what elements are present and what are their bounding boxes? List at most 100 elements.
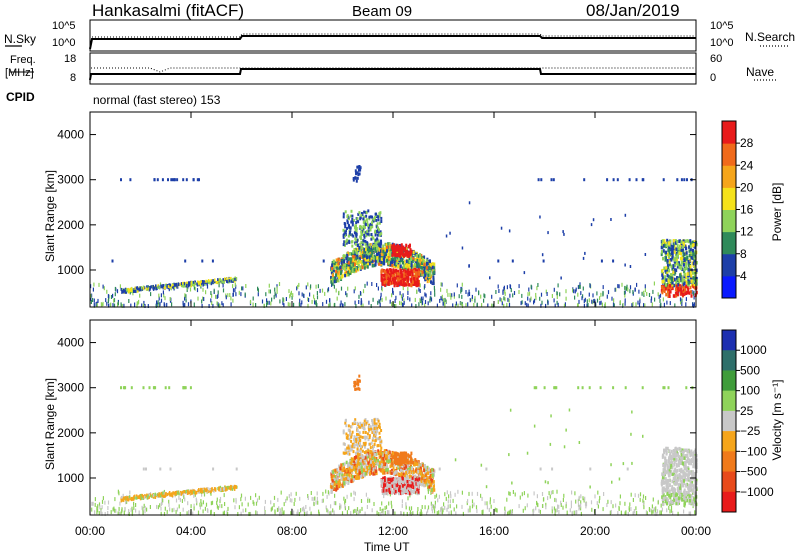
scatter-point xyxy=(300,302,302,307)
scatter-point xyxy=(91,293,93,298)
evening-echo xyxy=(675,294,678,298)
scatter-point xyxy=(287,302,289,307)
upper-echo xyxy=(360,213,363,217)
midday-echo xyxy=(421,266,424,270)
nsearch-tick-top: 10^5 xyxy=(710,20,734,32)
sporadic-point xyxy=(539,467,542,471)
scatter-point xyxy=(274,287,276,292)
scatter-point xyxy=(628,506,630,511)
scatter-point xyxy=(474,298,476,303)
scatter-point xyxy=(475,505,478,510)
morning-echo xyxy=(156,287,158,291)
midday-echo xyxy=(362,255,365,259)
morning-echo xyxy=(122,496,125,500)
evening-echo xyxy=(662,256,664,261)
scatter-point xyxy=(330,504,332,509)
midday-echo xyxy=(410,470,413,474)
evening-echo xyxy=(666,273,669,278)
scatter-point xyxy=(657,292,659,297)
midday-echo xyxy=(389,243,392,248)
midday-echo xyxy=(352,263,355,267)
evening-echo xyxy=(667,274,670,279)
scatter-point xyxy=(522,508,524,513)
scatter-point xyxy=(610,500,612,505)
midday-echo xyxy=(389,470,392,474)
scatter-point xyxy=(490,504,492,509)
evening-echo xyxy=(682,239,685,243)
midday-echo xyxy=(342,477,345,481)
scatter-point xyxy=(359,291,362,295)
scatter-point xyxy=(335,501,337,506)
scatter-point xyxy=(666,508,668,513)
upper-echo xyxy=(362,227,365,231)
upper-echo xyxy=(376,233,379,237)
scatter-point xyxy=(570,500,572,505)
scatter-point xyxy=(201,492,203,497)
scatter-point xyxy=(182,300,184,305)
midday-echo xyxy=(421,480,424,484)
morning-echo xyxy=(183,282,186,286)
scatter-point xyxy=(179,497,181,502)
midday-echo xyxy=(405,465,408,469)
midday-echo xyxy=(339,276,342,280)
scatter-point xyxy=(307,496,309,500)
morning-echo xyxy=(169,285,171,289)
midday-echo xyxy=(349,463,351,468)
upper-echo xyxy=(375,212,377,216)
scatter-point xyxy=(556,489,558,494)
scatter-point xyxy=(681,302,683,306)
upper-echo xyxy=(364,239,367,243)
midday-echo xyxy=(387,252,390,257)
scatter-point xyxy=(93,302,95,307)
evening-echo xyxy=(688,253,691,258)
midday-echo xyxy=(432,281,435,286)
evening-echo xyxy=(665,283,667,287)
midday-echo xyxy=(330,483,333,487)
morning-echo xyxy=(222,487,225,491)
scatter-point xyxy=(651,510,653,515)
range-3000-point xyxy=(662,386,665,390)
scatter-point xyxy=(353,497,355,502)
scatter-point xyxy=(643,505,645,510)
scatter-point xyxy=(614,287,616,292)
freq-tick-top: 18 xyxy=(64,53,77,65)
scatter-point xyxy=(416,510,419,515)
scatter-point xyxy=(615,287,617,292)
scatter-point xyxy=(206,508,209,513)
morning-echo xyxy=(148,288,151,292)
scatter-point xyxy=(112,293,114,298)
midday-echo xyxy=(408,470,411,474)
midday-echo xyxy=(407,265,409,269)
midday-echo xyxy=(400,473,403,478)
midday-echo xyxy=(357,456,360,461)
scatter-point xyxy=(316,496,318,501)
strong-echo xyxy=(418,279,420,284)
scatter-point xyxy=(455,511,457,516)
morning-echo xyxy=(133,289,135,293)
morning-echo xyxy=(155,493,157,497)
scatter-point xyxy=(290,511,292,516)
strong-echo xyxy=(388,277,391,282)
scatter-point xyxy=(549,494,551,499)
midday-echo xyxy=(405,266,408,270)
midday-echo xyxy=(408,267,411,271)
midday-echo xyxy=(420,253,423,258)
midday-echo xyxy=(361,457,364,461)
scatter-point xyxy=(160,501,162,506)
scatter-point xyxy=(452,498,454,503)
scatter-point xyxy=(434,509,436,514)
scatter-point xyxy=(216,500,218,505)
midday-echo xyxy=(338,275,341,279)
strong-echo xyxy=(388,271,391,276)
scatter-point xyxy=(187,501,189,506)
morning-echo xyxy=(220,487,223,491)
midday-echo xyxy=(375,471,378,476)
midday-echo xyxy=(367,262,369,267)
scatter-point xyxy=(661,507,663,512)
midday-echo xyxy=(414,260,417,264)
midday-echo xyxy=(385,243,388,247)
scatter-point xyxy=(625,286,627,291)
upper-echo xyxy=(355,227,358,230)
scatter-point xyxy=(327,509,329,514)
evening-echo xyxy=(676,265,679,269)
